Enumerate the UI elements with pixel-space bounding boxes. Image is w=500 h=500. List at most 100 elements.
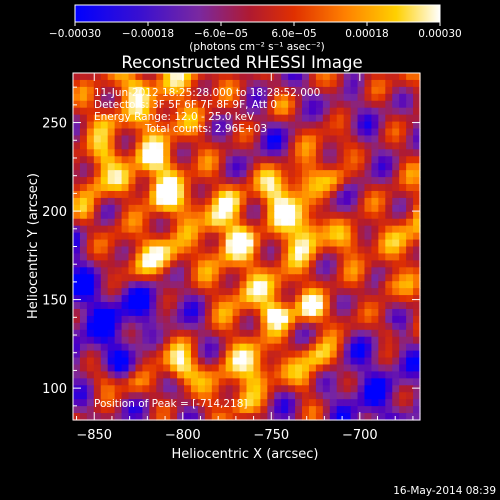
heatmap-cell <box>239 246 248 255</box>
heatmap-cell <box>378 343 386 352</box>
heatmap-cell <box>128 343 137 352</box>
heatmap-cell <box>274 246 282 255</box>
heatmap-cell <box>218 295 227 303</box>
heatmap-cell <box>343 315 352 324</box>
heatmap-cell <box>211 385 220 393</box>
heatmap-cell <box>371 315 379 324</box>
heatmap-cell <box>308 128 317 137</box>
heatmap-cell <box>121 211 130 220</box>
heatmap-cell <box>204 392 213 400</box>
heatmap-cell <box>253 308 261 317</box>
heatmap-cell <box>295 260 303 268</box>
heatmap-cell <box>218 329 227 338</box>
heatmap-cell <box>79 357 88 366</box>
heatmap-cell <box>114 329 123 338</box>
heatmap-cell <box>260 204 268 213</box>
heatmap-cell <box>79 322 88 331</box>
heatmap-cell <box>128 329 137 338</box>
heatmap-cell <box>149 79 157 88</box>
heatmap-cell <box>86 253 95 261</box>
heatmap-cell <box>239 378 248 386</box>
heatmap-cell <box>281 218 289 227</box>
heatmap-cell <box>211 343 220 352</box>
heatmap-cell <box>79 197 88 206</box>
heatmap-cell <box>100 371 109 379</box>
heatmap-cell <box>114 302 123 310</box>
heatmap-cell <box>246 204 255 213</box>
heatmap-cell <box>86 315 95 324</box>
heatmap-cell <box>288 315 296 324</box>
heatmap-cell <box>378 315 386 324</box>
heatmap-cell <box>295 170 303 178</box>
heatmap-cell <box>343 267 352 275</box>
heatmap-cell <box>128 93 137 102</box>
heatmap-cell <box>107 121 116 130</box>
heatmap-cell <box>93 371 102 379</box>
heatmap-cell <box>86 281 95 289</box>
heatmap-cell <box>142 406 150 414</box>
heatmap-cell <box>267 239 275 248</box>
heatmap-cell <box>385 177 393 185</box>
heatmap-cell <box>211 197 220 206</box>
heatmap-cell <box>149 392 157 400</box>
heatmap-cell <box>79 142 88 150</box>
heatmap-cell <box>336 302 345 310</box>
heatmap-cell <box>329 336 338 345</box>
heatmap-cell <box>274 260 282 268</box>
heatmap-cell <box>413 343 421 352</box>
heatmap-cell <box>406 322 414 331</box>
heatmap-cell <box>86 204 95 213</box>
heatmap-cell <box>204 218 213 227</box>
heatmap-cell <box>163 357 171 366</box>
heatmap-cell <box>86 364 95 373</box>
heatmap-cell <box>190 399 199 407</box>
heatmap-cell <box>177 253 185 261</box>
heatmap-cell <box>315 260 324 268</box>
heatmap-cell <box>364 225 373 234</box>
heatmap-cell <box>100 260 109 268</box>
heatmap-cell <box>232 385 241 393</box>
colorbar-tick-label: −0.00030 <box>49 28 101 40</box>
heatmap-cell <box>413 170 421 178</box>
heatmap-cell <box>336 315 345 324</box>
heatmap-cell <box>308 135 317 143</box>
heatmap-cell <box>246 190 255 199</box>
heatmap-cell <box>232 86 241 95</box>
heatmap-cell <box>295 281 303 289</box>
heatmap-cell <box>121 302 130 310</box>
heatmap-cell <box>288 385 296 393</box>
heatmap-cell <box>357 128 366 137</box>
heatmap-cell <box>315 156 324 164</box>
heatmap-cell <box>357 364 366 373</box>
heatmap-cell <box>232 329 241 338</box>
heatmap-cell <box>114 73 123 81</box>
heatmap-cell <box>73 239 81 248</box>
heatmap-cell <box>302 343 310 352</box>
heatmap-cell <box>114 413 123 421</box>
heatmap-cell <box>190 73 199 81</box>
heatmap-cell <box>239 156 248 164</box>
heatmap-cell <box>392 184 400 192</box>
heatmap-cell <box>413 218 421 227</box>
heatmap-cell <box>378 364 386 373</box>
heatmap-cell <box>357 308 366 317</box>
heatmap-cell <box>156 260 164 268</box>
heatmap-cell <box>267 218 275 227</box>
heatmap-cell <box>128 114 137 123</box>
heatmap-cell <box>128 371 137 379</box>
heatmap-cell <box>239 288 248 296</box>
heatmap-cell <box>170 211 178 220</box>
heatmap-cell <box>218 204 227 213</box>
heatmap-cell <box>267 260 275 268</box>
heatmap-cell <box>322 73 331 81</box>
heatmap-cell <box>93 135 102 143</box>
heatmap-cell <box>281 267 289 275</box>
heatmap-cell <box>218 322 227 331</box>
heatmap-cell <box>385 190 393 199</box>
heatmap-cell <box>100 406 109 414</box>
heatmap-cell <box>315 107 324 116</box>
heatmap-cell <box>190 93 199 102</box>
heatmap-cell <box>406 163 414 171</box>
heatmap-cell <box>274 100 282 109</box>
heatmap-cell <box>364 315 373 324</box>
